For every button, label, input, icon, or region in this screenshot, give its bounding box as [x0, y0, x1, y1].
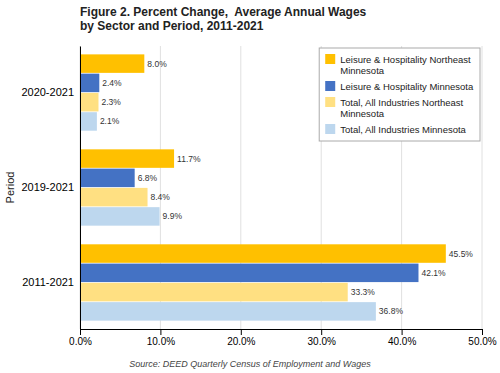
legend-entry: Leisure & Hospitality Minnesota [325, 81, 474, 92]
title: Figure 2. Percent Change, Average Annual… [80, 5, 367, 33]
series [80, 112, 376, 320]
y-tick: 2019-2021 [21, 181, 74, 193]
x-tick-label: 40.0% [388, 336, 416, 347]
legend-swatch [325, 54, 335, 64]
x-axis: 0.0% 10.0% 20.0% 30.0% 40.0% 50.0% [69, 329, 497, 347]
bar [80, 149, 174, 168]
x-tick-mark [160, 329, 161, 335]
text-line: Total, All Industries Northeast [340, 97, 463, 108]
legend-swatch [325, 97, 335, 107]
bar [80, 207, 160, 226]
y-axis-title: Period [4, 172, 16, 204]
text-line: by Sector and Period, 2011-2021 [80, 19, 264, 33]
y-tick: 2011-2021 [22, 276, 74, 288]
bar [80, 244, 446, 263]
data-label: 2.4% [102, 78, 122, 88]
x-tick-mark [80, 329, 81, 335]
x-tick-label: 20.0% [227, 336, 255, 347]
x-tick-mark [241, 329, 242, 335]
text-line: Total, All Industries Minnesota [340, 124, 466, 135]
bar [80, 112, 97, 131]
y-axis: 2011-2021 2019-2021 2020-2021 [21, 47, 80, 330]
series [80, 93, 348, 301]
legend-box [319, 48, 480, 141]
x-tick-label: 0.0% [69, 336, 92, 347]
bar [80, 74, 99, 93]
data-label: 36.8% [379, 306, 404, 316]
data-label: 6.8% [138, 173, 158, 183]
legend-entry: Total, All Industries NortheastMinnesota [325, 97, 463, 119]
data-label: 8.0% [147, 59, 167, 69]
data-label: 33.3% [351, 287, 376, 297]
x-tick: 20.0% [227, 329, 255, 347]
text-line: Minnesota [340, 65, 385, 76]
bar [80, 169, 135, 188]
y-tick-label: 2011-2021 [22, 276, 74, 288]
legend-entry: Total, All Industries Minnesota [325, 124, 466, 135]
bar [80, 302, 376, 321]
y-tick: 2020-2021 [21, 86, 74, 98]
legend-label: Leisure & Hospitality NortheastMinnesota [340, 54, 471, 76]
grid-line [80, 46, 81, 329]
x-tick: 10.0% [147, 329, 175, 347]
y-axis-line [80, 47, 81, 330]
x-tick: 30.0% [308, 329, 336, 347]
x-tick-mark [321, 329, 322, 335]
text-line: Figure 2. Percent Change, Average Annual… [80, 5, 367, 19]
x-tick-label: 50.0% [468, 336, 496, 347]
bar [80, 188, 148, 207]
x-tick-label: 10.0% [147, 336, 175, 347]
data-label: 11.7% [177, 154, 201, 164]
data-label: 42.1% [421, 268, 446, 278]
legend-swatch [325, 81, 335, 91]
x-tick-mark [402, 329, 403, 335]
bar [80, 264, 418, 283]
legend-entry: Leisure & Hospitality NortheastMinnesota [325, 54, 471, 76]
grid [80, 46, 482, 329]
legend-label: Total, All Industries Minnesota [340, 124, 466, 135]
x-axis-line [81, 330, 483, 336]
x-tick: 50.0% [468, 329, 496, 347]
x-tick: 0.0% [69, 329, 92, 347]
plot: 45.5% 11.7% 8.0% 42.1% 6.8% 2.4% 33.3% 8.4% 2.3%… [4, 46, 497, 347]
data-label: 9.9% [163, 211, 183, 221]
x-tick: 40.0% [388, 329, 416, 347]
chart: Figure 2. Percent Change, Average Annual… [0, 0, 500, 373]
x-tick-mark [482, 329, 483, 335]
data-label: 8.4% [151, 192, 171, 202]
x-tick-label: 30.0% [308, 336, 336, 347]
y-tick-label: 2020-2021 [21, 86, 74, 98]
bar [80, 283, 348, 302]
text-line: Minnesota [340, 108, 385, 119]
data-label: 45.5% [449, 249, 474, 259]
bar [80, 54, 144, 73]
data-label: 2.1% [100, 116, 120, 126]
legend: Leisure & Hospitality NortheastMinnesota… [319, 48, 480, 141]
legend-label: Leisure & Hospitality Minnesota [340, 81, 474, 92]
text-line: Leisure & Hospitality Northeast [340, 54, 471, 65]
y-tick-label: 2019-2021 [21, 181, 74, 193]
bar [80, 93, 98, 112]
legend-label: Total, All Industries NortheastMinnesota [340, 97, 463, 119]
data-label: 2.3% [101, 97, 121, 107]
grid-line [482, 46, 483, 329]
legend-swatch [325, 124, 335, 134]
text-line: Leisure & Hospitality Minnesota [340, 81, 474, 92]
data-labels: 45.5% 11.7% 8.0% 42.1% 6.8% 2.4% 33.3% 8.4% 2.3%… [100, 59, 473, 317]
source-note: Source: DEED Quarterly Census of Employm… [129, 359, 371, 369]
